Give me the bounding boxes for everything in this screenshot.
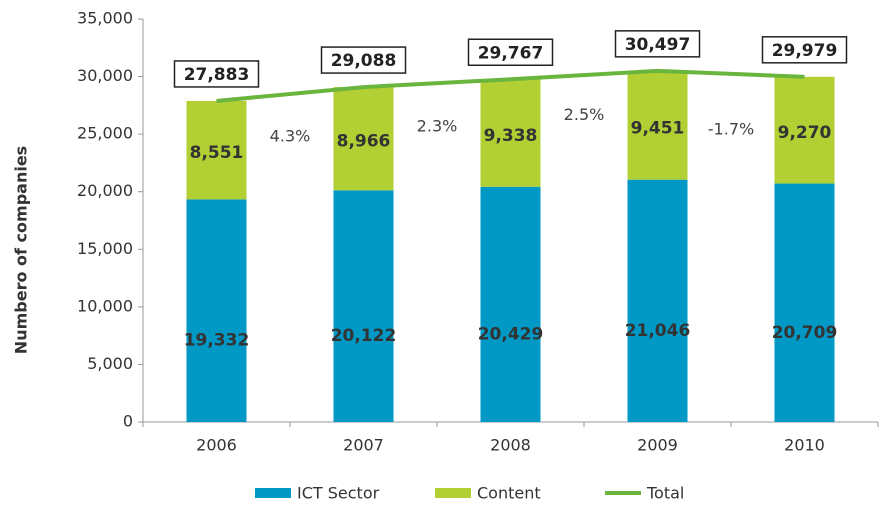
y-tick-label: 35,000: [77, 9, 133, 28]
total-box: [761, 36, 848, 64]
bar-segment: [480, 79, 541, 187]
bar-segment: [627, 179, 688, 422]
growth-annotation: 2.3%: [417, 117, 458, 136]
bar-segment: [333, 87, 394, 191]
legend-label: ICT Sector: [297, 484, 380, 503]
total-label: 29,088: [331, 51, 397, 71]
y-tick-label: 0: [123, 412, 133, 431]
legend-label: Total: [646, 484, 684, 503]
legend-swatch: [435, 488, 471, 498]
total-label: 27,883: [184, 65, 250, 85]
bar-segment: [627, 70, 688, 180]
growth-annotation: -1.7%: [708, 119, 754, 138]
segment-label: 19,332: [184, 331, 250, 351]
segment-label: 21,046: [625, 321, 691, 341]
bar-segment: [480, 186, 541, 422]
total-box: [614, 30, 701, 58]
x-tick-label: 2009: [637, 436, 678, 455]
bar-segment: [186, 199, 247, 422]
segment-label: 20,429: [478, 324, 544, 344]
growth-annotation: 2.5%: [564, 105, 605, 124]
total-label: 30,497: [625, 35, 691, 55]
segment-label: 20,709: [772, 323, 838, 343]
legend-label: Content: [477, 484, 541, 503]
y-tick-label: 30,000: [77, 66, 133, 85]
x-tick-label: 2006: [196, 436, 237, 455]
bar-segment: [774, 183, 835, 422]
growth-annotation: 4.3%: [270, 126, 311, 145]
y-tick-label: 25,000: [77, 124, 133, 143]
segment-label: 9,338: [484, 126, 538, 146]
segment-label: 9,270: [778, 123, 832, 143]
x-tick-label: 2008: [490, 436, 531, 455]
y-tick-label: 5,000: [87, 354, 133, 373]
legend-swatch: [255, 488, 291, 498]
total-label: 29,979: [772, 41, 838, 61]
total-box: [467, 38, 554, 67]
segment-label: 8,551: [190, 143, 244, 163]
segment-label: 8,966: [337, 132, 391, 152]
total-box: [173, 60, 260, 88]
bar-segment: [774, 76, 835, 184]
segment-label: 20,122: [331, 326, 397, 346]
total-line: [216, 68, 805, 103]
segment-label: 9,451: [631, 118, 685, 138]
bar-segment: [333, 190, 394, 422]
total-box: [320, 46, 407, 74]
y-tick-label: 15,000: [77, 239, 133, 258]
y-tick-label: 10,000: [77, 296, 133, 315]
x-tick-label: 2007: [343, 436, 384, 455]
bar-segment: [186, 100, 247, 200]
x-tick-label: 2010: [784, 436, 825, 455]
y-tick-label: 20,000: [77, 181, 133, 200]
y-axis-label: Numbero of companies: [12, 146, 31, 354]
total-label: 29,767: [478, 43, 544, 63]
